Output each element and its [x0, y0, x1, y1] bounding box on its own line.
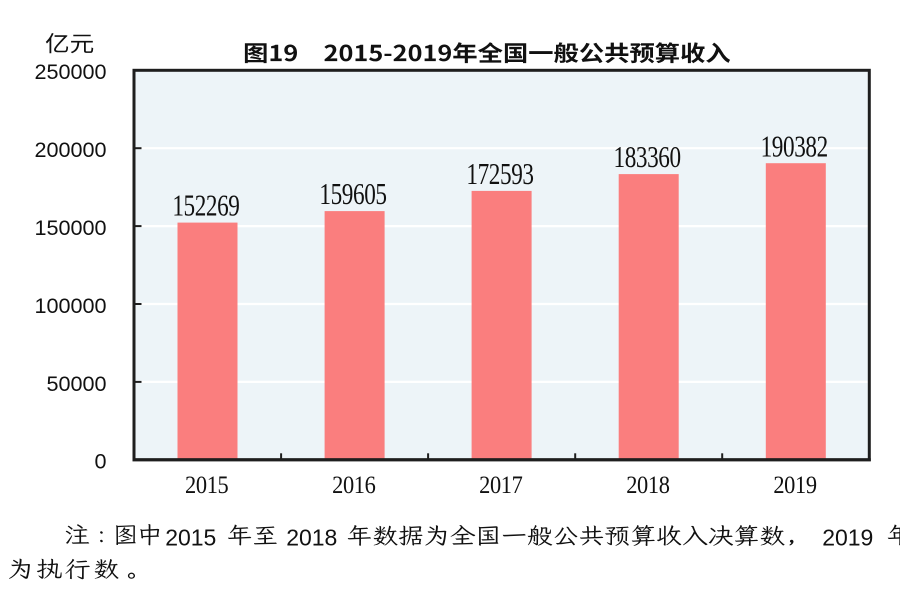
svg-text:2015: 2015 — [185, 472, 229, 500]
svg-text:152269: 152269 — [172, 189, 239, 223]
svg-text:250000: 250000 — [34, 59, 106, 84]
svg-text:150000: 150000 — [34, 215, 106, 240]
svg-text:190382: 190382 — [761, 129, 828, 163]
svg-text:159605: 159605 — [319, 177, 386, 211]
svg-text:2019: 2019 — [822, 524, 873, 550]
svg-text:2015: 2015 — [165, 524, 216, 550]
svg-text:100000: 100000 — [34, 293, 106, 318]
svg-text:2018: 2018 — [286, 524, 337, 550]
svg-text:200000: 200000 — [34, 137, 106, 162]
svg-text:2017: 2017 — [479, 472, 523, 500]
svg-text:172593: 172593 — [466, 157, 533, 191]
svg-text:2018: 2018 — [626, 472, 670, 500]
svg-text:2016: 2016 — [332, 472, 376, 500]
svg-text:0: 0 — [94, 449, 106, 474]
svg-text:183360: 183360 — [614, 140, 681, 174]
svg-text:2019: 2019 — [773, 472, 817, 500]
svg-text:50000: 50000 — [46, 371, 106, 396]
